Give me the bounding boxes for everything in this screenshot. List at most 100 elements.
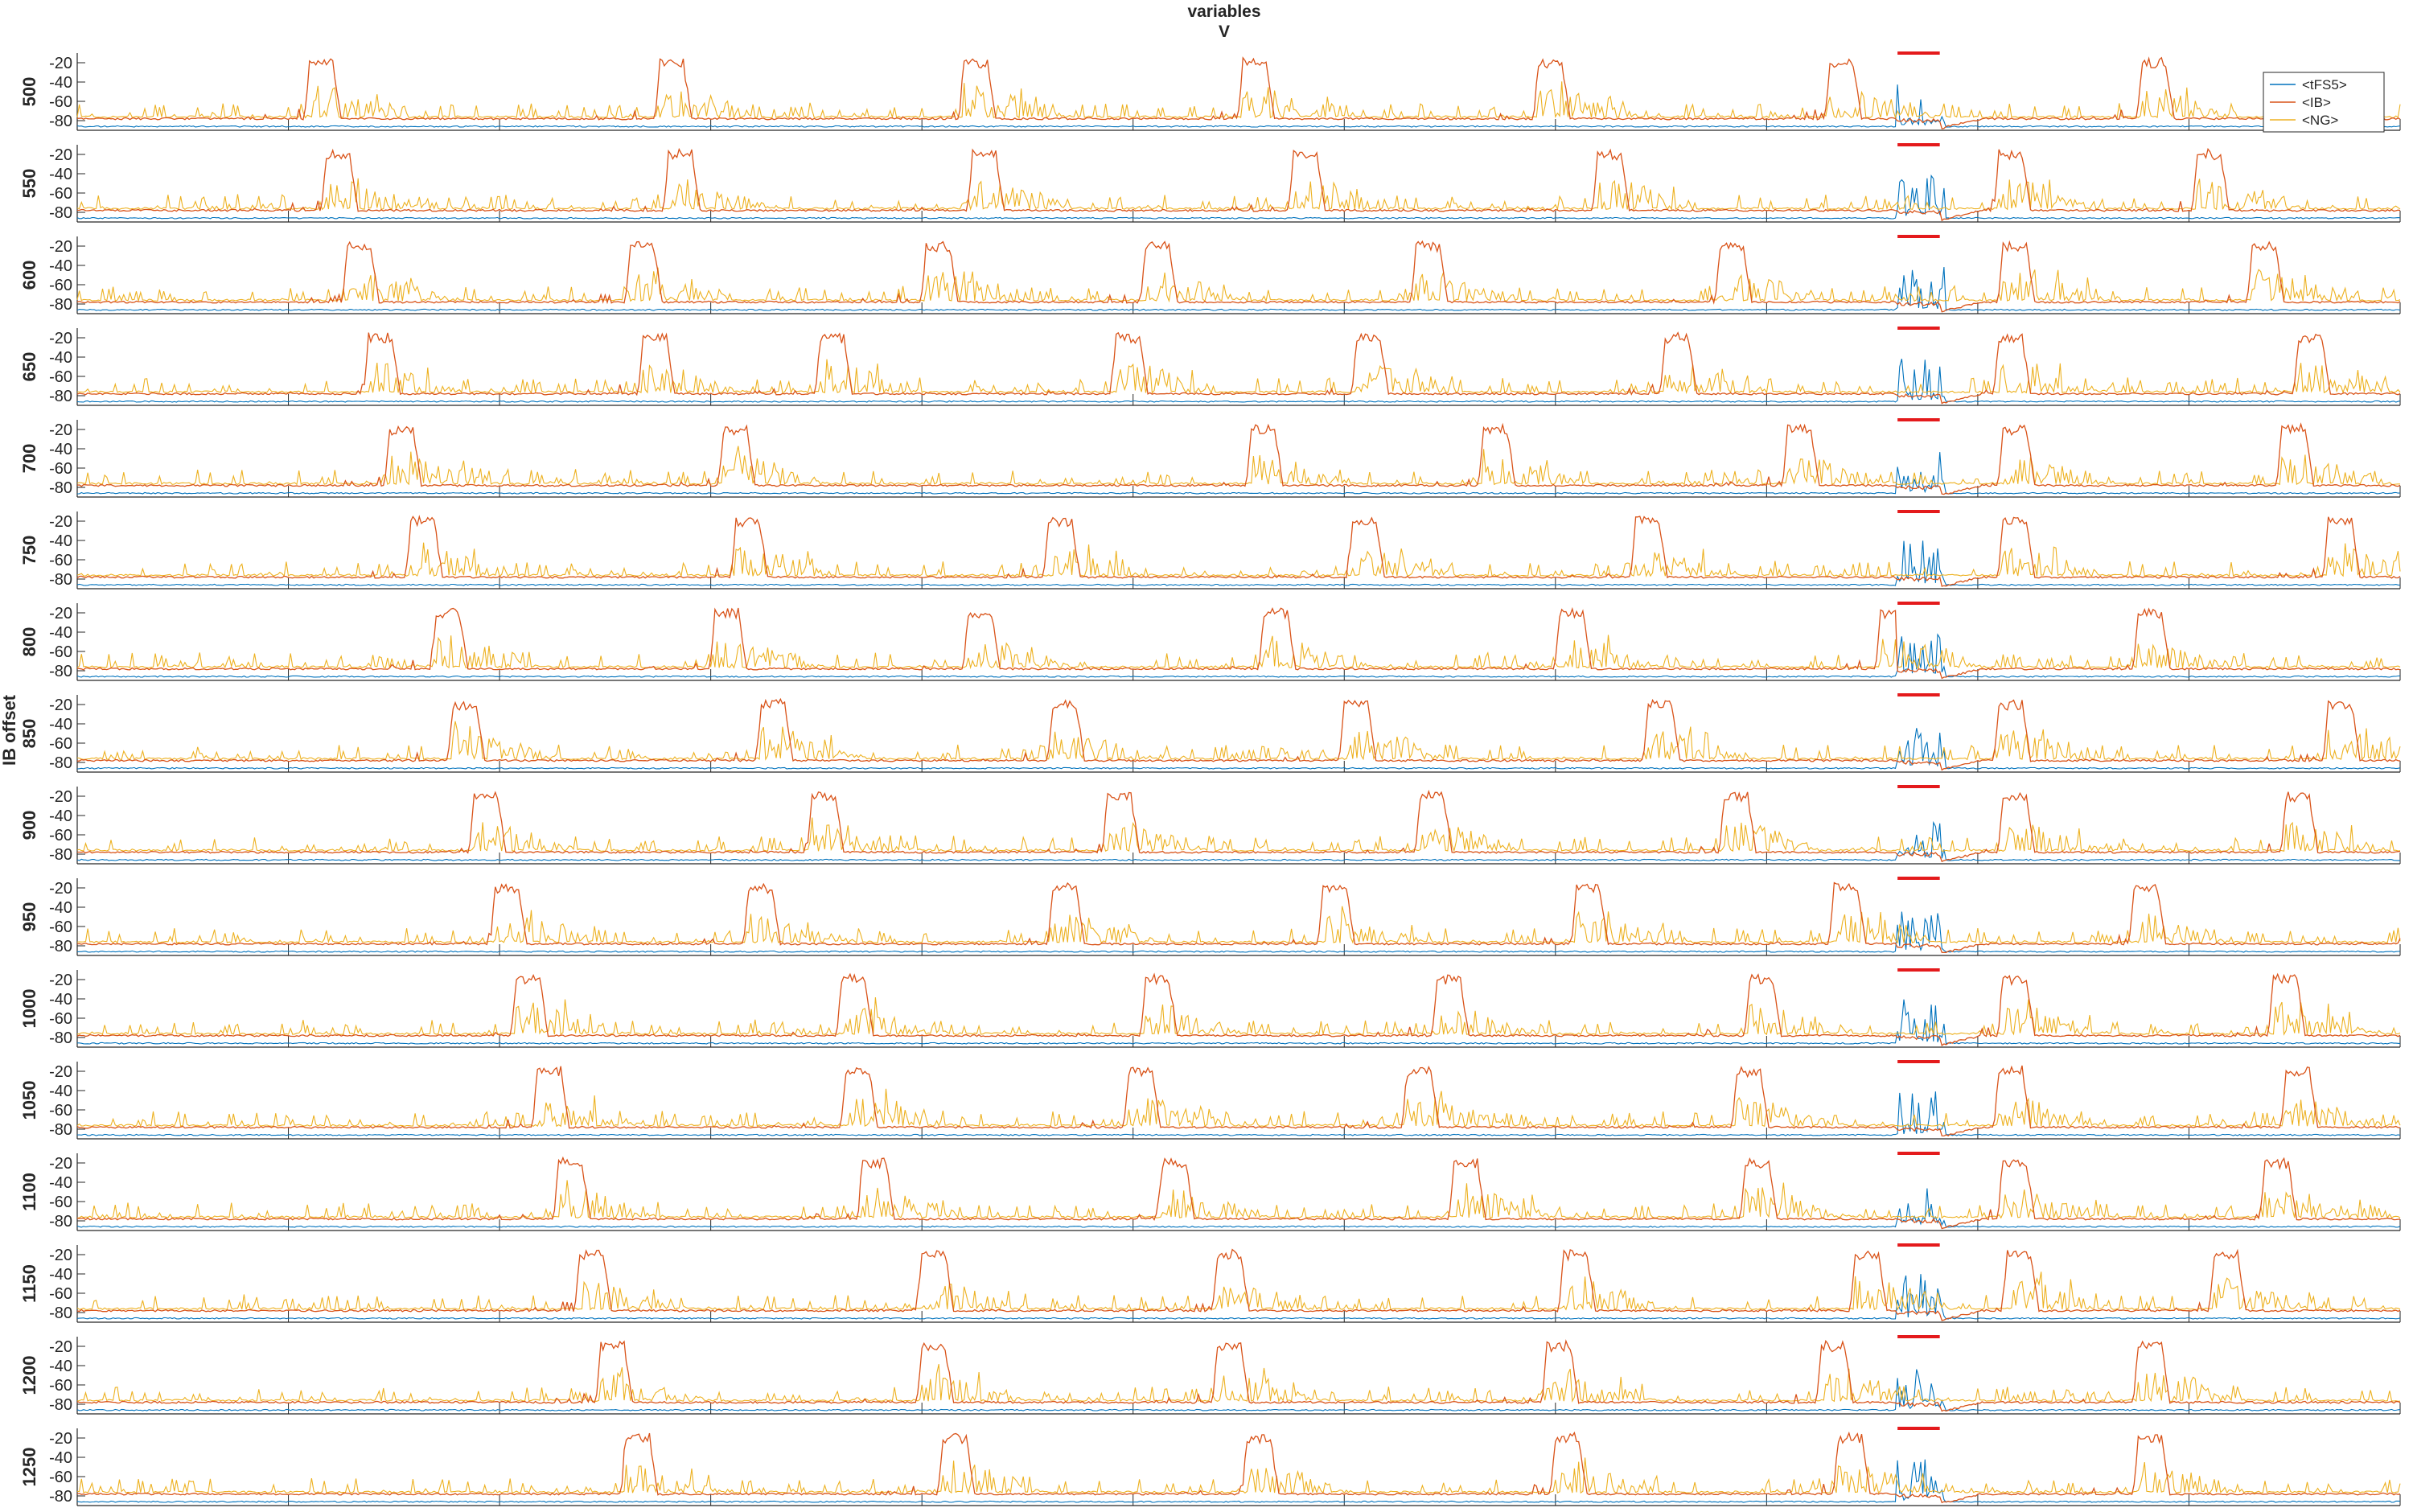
series-tfs5-line (76, 728, 2401, 770)
y-tick-label: -60 (49, 277, 72, 294)
series-ib-line (76, 1156, 2401, 1230)
y-tick-label: -40 (49, 1083, 72, 1100)
y-tick-label: -60 (49, 918, 72, 936)
series-ng-line (76, 1088, 2401, 1128)
y-tick-label: -40 (49, 716, 72, 733)
y-tick-label: -60 (49, 735, 72, 753)
offset-label: 1050 (19, 1081, 39, 1120)
offset-label: 1100 (19, 1173, 39, 1211)
panel-offset-1250: -20-40 -60 -80 1250 (19, 1427, 2401, 1506)
y-tick-label: -60 (49, 1010, 72, 1028)
y-tick-label: -40 (49, 1174, 72, 1192)
y-tick-label: -80 (49, 1121, 72, 1139)
y-tick-label: -60 (49, 185, 72, 203)
series-ng-line (76, 359, 2401, 395)
y-tick-label: -80 (49, 204, 72, 222)
y-tick-label: -80 (49, 479, 72, 497)
y-tick-label: -20 (49, 238, 72, 256)
y-tick-label: -40 (49, 166, 72, 183)
y-tick-label: -80 (49, 1305, 72, 1322)
series-ib-line (77, 56, 2401, 129)
series-ng-line (76, 178, 2401, 212)
y-tick-label: -80 (49, 1029, 72, 1047)
y-tick-label: -60 (49, 1377, 72, 1395)
y-tick-label: -60 (49, 93, 72, 111)
y-tick-label: -40 (49, 624, 72, 642)
y-tick-label: -20 (49, 1247, 72, 1264)
offset-label: 500 (19, 77, 39, 107)
offset-label: 1250 (19, 1448, 39, 1487)
series-ng-line (76, 996, 2401, 1036)
series-ng-line (76, 721, 2401, 762)
y-tick-label: -80 (49, 663, 72, 680)
y-tick-label: -40 (49, 1449, 72, 1467)
offset-label: 650 (19, 352, 39, 382)
panel-offset-500: -20 -40-60 -80 500 (19, 51, 2401, 131)
y-tick-label: -20 (49, 1063, 72, 1081)
y-tick-label: -80 (49, 571, 72, 589)
y-tick-label: -40 (49, 532, 72, 550)
offset-label: 900 (19, 811, 39, 840)
series-ng-line (76, 1180, 2401, 1220)
chart-subtitle: V (1219, 23, 1230, 41)
y-tick-label: -40 (49, 1266, 72, 1284)
series-tfs5-line (76, 1188, 2401, 1228)
series-ib-line (76, 1248, 2401, 1321)
y-tick-label: -20 (49, 788, 72, 806)
panel-offset-1200: -20 -40 -60-80 1200 (19, 1335, 2401, 1415)
y-tick-label: -60 (49, 460, 72, 478)
series-ng-line (76, 446, 2400, 486)
y-tick-label: -60 (49, 1102, 72, 1120)
y-tick-label: -20 (49, 1430, 72, 1448)
y-tick-label: -80 (49, 1213, 72, 1231)
y-tick-label: -40 (49, 1358, 72, 1375)
series-ng-line (76, 906, 2401, 945)
series-tfs5-line (76, 1091, 2401, 1136)
panel-offset-600: -20-40 -60 -80 600 (19, 235, 2401, 314)
series-ib-line (76, 972, 2401, 1046)
y-tick-label: -20 (49, 1338, 72, 1356)
series-tfs5-line (76, 633, 2401, 678)
offset-label: 600 (19, 261, 39, 290)
y-tick-label: -40 (49, 349, 72, 367)
offset-label: 550 (19, 169, 39, 199)
y-tick-label: -80 (49, 296, 72, 314)
series-ng-line (76, 267, 2401, 303)
y-tick-label: -20 (49, 605, 72, 622)
legend-entry: <IB> (2302, 95, 2331, 110)
legend-entry: <NG> (2302, 113, 2338, 128)
panel-offset-700: -20 -40 -60-80 700 (19, 418, 2401, 498)
series-ib-line (77, 697, 2401, 771)
series-ng-line (76, 542, 2401, 578)
panel-offset-550: -20 -40 -60-80 550 (19, 143, 2401, 223)
panel-offset-1000: -20 -40-60-80 1000 (19, 968, 2401, 1048)
y-tick-label: -40 (49, 441, 72, 458)
series-ng-line (76, 1363, 2401, 1403)
y-tick-label: -40 (49, 74, 72, 92)
y-tick-label: -60 (49, 368, 72, 386)
y-tick-label: -60 (49, 552, 72, 569)
offset-label: 750 (19, 536, 39, 565)
panel-offset-1050: -20 -40 -60-80 1050 (19, 1060, 2401, 1140)
panel-offset-800: -20 -40-60 -80 800 (19, 602, 2401, 681)
y-tick-label: -60 (49, 643, 72, 661)
offset-label: 700 (19, 444, 39, 474)
series-ib-line (76, 515, 2401, 587)
y-tick-label: -20 (49, 330, 72, 347)
y-tick-label: -60 (49, 1285, 72, 1303)
panel-offset-850: -20 -40 -60-80 850 (19, 693, 2401, 773)
y-tick-label: -60 (49, 1469, 72, 1486)
y-tick-label: -80 (49, 1396, 72, 1414)
offset-label: 850 (19, 719, 39, 749)
y-tick-label: -20 (49, 880, 72, 898)
y-tick-label: -80 (49, 1488, 72, 1506)
y-tick-label: -20 (49, 696, 72, 714)
panel-offset-1150: -20 -40-60 -80 1150 (19, 1243, 2401, 1323)
series-tfs5-line (76, 174, 2401, 220)
y-tick-label: -80 (49, 754, 72, 772)
series-tfs5-line (76, 540, 2401, 586)
y-tick-label: -20 (49, 1155, 72, 1173)
series-tfs5-line (77, 452, 2401, 495)
